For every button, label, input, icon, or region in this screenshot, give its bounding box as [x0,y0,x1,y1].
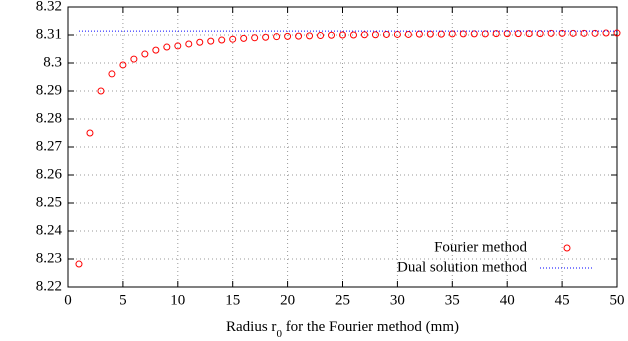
point [119,61,127,69]
y-tick-label: 8.22 [36,278,62,294]
point [207,37,215,45]
x-tick-label: 0 [64,292,72,308]
point [426,30,434,38]
point [86,129,94,137]
point [569,29,577,37]
x-tick-label: 10 [170,292,185,308]
point [503,30,511,38]
point [339,31,346,39]
y-tick-label: 8.26 [36,166,63,182]
point [613,29,621,37]
legend-marker [563,244,571,252]
point [415,30,423,38]
point [130,55,138,63]
point [547,29,555,37]
point [152,46,160,54]
y-tick-label: 8.32 [36,0,62,14]
point [273,33,281,41]
point [514,30,522,38]
point [284,32,292,40]
x-axis-label-sub: 0 [276,328,282,340]
point [360,31,368,39]
x-tick-label: 40 [500,292,515,308]
x-axis-label: Radius r0 for the Fourier method (mm) [226,319,459,339]
point [393,30,401,38]
point [404,30,412,38]
x-tick-label: 45 [555,292,570,308]
y-tick-label: 8.24 [36,222,63,238]
point [196,38,204,46]
point [317,32,325,40]
y-tick-label: 8.27 [36,138,63,154]
x-tick-label: 20 [280,292,295,308]
point [75,260,83,268]
plot-frame [67,6,618,288]
point [558,29,566,37]
x-tick-label: 30 [390,292,405,308]
x-axis-label-part: Radius r [226,319,276,335]
point [141,50,149,58]
point [437,30,445,38]
point [328,31,336,39]
point [481,30,489,38]
x-tick-label: 50 [610,292,625,308]
point [382,30,390,38]
point [470,30,478,38]
x-axis-label-part: for the Fourier method (mm) [282,319,459,335]
point [218,36,226,44]
point [174,42,182,50]
point [163,43,171,51]
point [295,32,303,40]
x-tick-label: 25 [335,292,350,308]
point [240,34,248,42]
y-tick-label: 8.28 [36,110,62,126]
legend-label: Fourier method [434,239,527,255]
point [97,87,105,95]
point [371,31,379,39]
point [591,29,599,37]
y-tick-label: 8.31 [36,26,62,42]
point [536,30,544,38]
x-tick-label: 5 [119,292,127,308]
x-tick-label: 35 [445,292,460,308]
y-tick-label: 8.25 [36,194,62,210]
y-tick-label: 8.29 [36,82,62,98]
point [108,70,116,78]
point [580,29,588,37]
point [349,31,357,39]
point [602,29,610,37]
point [262,33,270,41]
point [459,30,467,38]
point [185,40,193,48]
point [448,30,456,38]
y-tick-label: 8.3 [43,54,62,70]
point [251,34,259,42]
point [229,35,237,43]
point [306,32,314,40]
x-tick-label: 15 [225,292,240,308]
legend-label: Dual solution method [397,259,527,275]
y-tick-label: 8.23 [36,250,62,266]
